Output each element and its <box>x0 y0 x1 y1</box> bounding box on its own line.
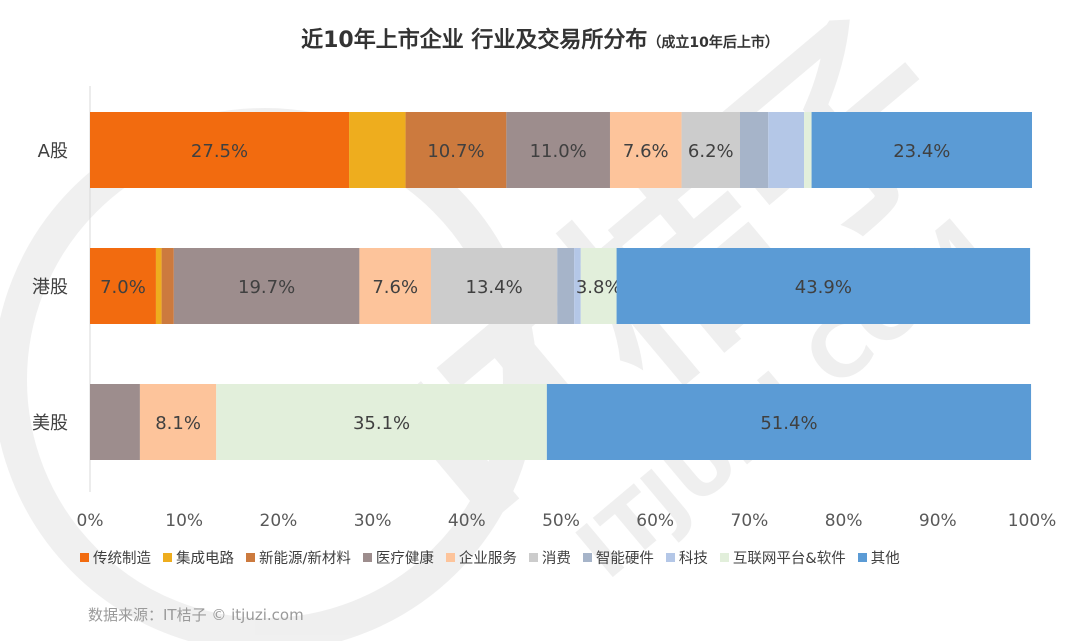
legend-swatch-2 <box>246 553 255 562</box>
bar-segment-0-0 <box>90 112 350 188</box>
legend-label-7: 科技 <box>678 551 708 567</box>
legend-item-4: 企业服务 <box>445 547 517 568</box>
data-label-0-3: 11.0% <box>530 141 587 162</box>
legend-item-9: 其他 <box>857 547 900 568</box>
x-tick-label-6: 60% <box>636 511 674 531</box>
data-label-0-2: 10.7% <box>427 141 484 162</box>
legend-item-5: 消费 <box>528 547 571 568</box>
data-label-2-4: 8.1% <box>155 413 201 434</box>
x-axis-ticks: 0% 10% 20% 30% 40% 50% 60% 70% 80% 90% 100% <box>77 511 1057 531</box>
legend-item-3: 医疗健康 <box>362 547 434 568</box>
bar-segment-1-0 <box>90 248 156 324</box>
legend-item-2: 新能源/新材料 <box>246 547 351 568</box>
bar-segment-2-8 <box>216 384 547 460</box>
data-source: 数据来源：IT桔子 © itjuzi.com <box>88 606 304 624</box>
legend-label-5: 消费 <box>541 551 571 567</box>
data-label-1-9: 43.9% <box>795 277 852 298</box>
x-tick-label-8: 80% <box>825 511 863 531</box>
chart-title-sub: （成立10年后上市） <box>647 35 779 51</box>
legend-swatch-8 <box>719 553 729 562</box>
bar-segment-2-4 <box>139 384 217 460</box>
bar-segment-1-5 <box>431 248 558 324</box>
legend-label-0: 传统制造 <box>93 551 151 567</box>
bar-segment-0-9 <box>811 112 1032 188</box>
bar-segment-1-4 <box>359 248 432 324</box>
legend-swatch-9 <box>857 553 867 562</box>
legend-label-9: 其他 <box>870 551 900 567</box>
x-tick-label-0: 0% <box>77 511 104 531</box>
data-label-1-0: 7.0% <box>100 277 146 298</box>
legend-item-6: 智能硬件 <box>582 547 654 568</box>
x-tick-label-5: 50% <box>542 511 580 531</box>
bar-segment-0-7 <box>768 112 805 188</box>
bar-segment-1-9 <box>616 248 1031 324</box>
legend-label-1: 集成电路 <box>176 551 234 567</box>
bar-segment-1-3 <box>173 248 360 324</box>
bar-segment-0-2 <box>405 112 507 188</box>
category-label-1: 港股 <box>32 277 68 298</box>
legend-label-4: 企业服务 <box>458 551 517 567</box>
legend-swatch-7 <box>665 553 675 562</box>
bar-segment-1-1 <box>155 248 162 324</box>
bar-segment-0-1 <box>349 112 406 188</box>
bar-segment-1-8 <box>580 248 617 324</box>
data-label-0-5: 6.2% <box>688 141 734 162</box>
bars-layer: 27.5% 10.7% 11.0% 7.6% 6.2% 23.4% 7.0% 19.7% 7.6… <box>90 112 1032 460</box>
legend-item-8: 互联网平台&软件 <box>719 547 846 568</box>
x-tick-label-7: 70% <box>731 511 769 531</box>
x-tick-label-3: 30% <box>354 511 392 531</box>
bar-segment-1-2 <box>161 248 174 324</box>
legend-item-7: 科技 <box>665 547 708 568</box>
category-label-2: 美股 <box>32 413 68 434</box>
bar-segment-1-6 <box>557 248 575 324</box>
legend-swatch-1 <box>163 553 172 562</box>
data-label-0-0: 27.5% <box>191 141 248 162</box>
data-label-2-9: 51.4% <box>760 413 817 434</box>
bar-segment-0-8 <box>804 112 812 188</box>
bar-segment-2-3 <box>90 384 140 460</box>
data-label-0-4: 7.6% <box>623 141 669 162</box>
bar-segment-0-5 <box>681 112 740 188</box>
x-tick-label-10: 100% <box>1008 511 1057 531</box>
data-label-2-8: 35.1% <box>353 413 410 434</box>
x-tick-label-1: 10% <box>165 511 203 531</box>
chart-title-main: 近10年上市企业 行业及交易所分布 <box>301 28 648 53</box>
legend-swatch-0 <box>80 553 89 562</box>
data-label-1-5: 13.4% <box>466 277 523 298</box>
legend-item-0: 传统制造 <box>80 547 151 568</box>
legend-swatch-4 <box>445 553 455 562</box>
data-label-1-3: 19.7% <box>238 277 295 298</box>
data-label-1-8: 3.8% <box>576 277 622 298</box>
legend-swatch-3 <box>362 553 372 562</box>
chart-legend: 传统制造 集成电路 新能源/新材料 医疗健康 企业服务 消费 智能硬件 科技 互联网平台&软件 其… <box>80 547 1080 568</box>
data-label-1-4: 7.6% <box>372 277 418 298</box>
bar-segment-0-6 <box>739 112 769 188</box>
x-tick-label-2: 20% <box>260 511 298 531</box>
legend-label-8: 互联网平台&软件 <box>732 551 846 567</box>
legend-label-3: 医疗健康 <box>375 551 434 567</box>
legend-swatch-5 <box>528 553 538 562</box>
bar-segment-0-4 <box>609 112 682 188</box>
x-tick-label-9: 90% <box>919 511 957 531</box>
x-tick-label-4: 40% <box>448 511 486 531</box>
legend-swatch-6 <box>582 553 592 562</box>
bar-segment-1-7 <box>574 248 581 324</box>
data-label-0-9: 23.4% <box>893 141 950 162</box>
legend-label-2: 新能源/新材料 <box>259 551 351 567</box>
legend-label-6: 智能硬件 <box>595 551 654 567</box>
chart-title: 近10年上市企业 行业及交易所分布（成立10年后上市） <box>0 22 1080 54</box>
category-label-0: A股 <box>38 141 68 162</box>
legend-item-1: 集成电路 <box>163 547 234 568</box>
bar-segment-0-3 <box>506 112 610 188</box>
bar-segment-2-9 <box>546 384 1032 460</box>
